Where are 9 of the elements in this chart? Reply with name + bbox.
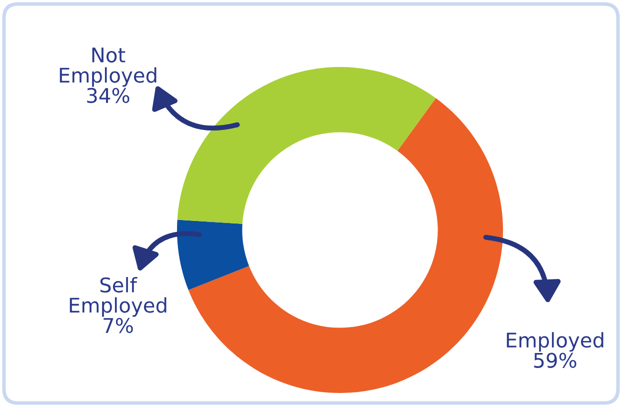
slice-label: Employed [506, 332, 604, 352]
slice-label: Not Employed [60, 48, 156, 87]
data-label: 34% [87, 88, 130, 104]
donut-slice [177, 220, 250, 290]
data-label: 7% [104, 318, 133, 334]
slice-label: Self Employed [70, 277, 166, 317]
donut-slice [188, 98, 503, 393]
donut-slice [177, 67, 436, 224]
data-label: 59% [534, 352, 576, 368]
